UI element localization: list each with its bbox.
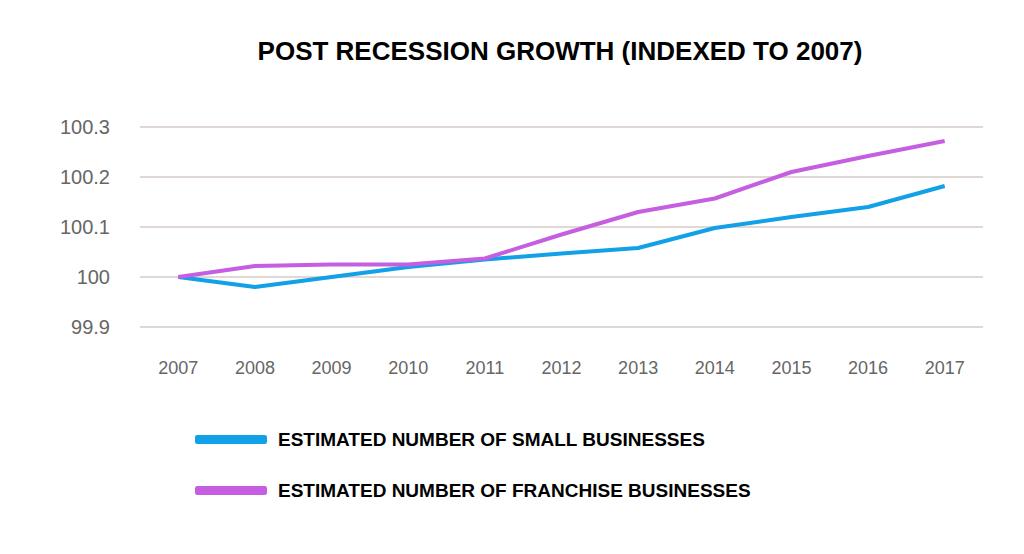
svg-text:2017: 2017 <box>925 358 965 378</box>
svg-text:2011: 2011 <box>466 358 505 378</box>
svg-text:ESTIMATED NUMBER OF FRANCHISE: ESTIMATED NUMBER OF FRANCHISE BUSINESSES <box>278 480 751 501</box>
svg-text:100.3: 100.3 <box>60 116 110 138</box>
svg-text:ESTIMATED NUMBER OF SMALL BUSI: ESTIMATED NUMBER OF SMALL BUSINESSES <box>278 429 705 450</box>
svg-text:2009: 2009 <box>312 358 352 378</box>
svg-text:2014: 2014 <box>695 358 735 378</box>
svg-text:2007: 2007 <box>158 358 198 378</box>
svg-text:2010: 2010 <box>388 358 428 378</box>
svg-text:2013: 2013 <box>618 358 658 378</box>
svg-text:2012: 2012 <box>541 358 581 378</box>
svg-text:99.9: 99.9 <box>71 316 110 338</box>
svg-text:100: 100 <box>77 266 110 288</box>
svg-text:POST RECESSION GROWTH (INDEXED: POST RECESSION GROWTH (INDEXED TO 2007) <box>258 36 863 66</box>
svg-text:2015: 2015 <box>771 358 811 378</box>
svg-text:2008: 2008 <box>235 358 275 378</box>
svg-text:100.2: 100.2 <box>60 166 110 188</box>
svg-text:100.1: 100.1 <box>60 216 110 238</box>
svg-text:2016: 2016 <box>848 358 888 378</box>
